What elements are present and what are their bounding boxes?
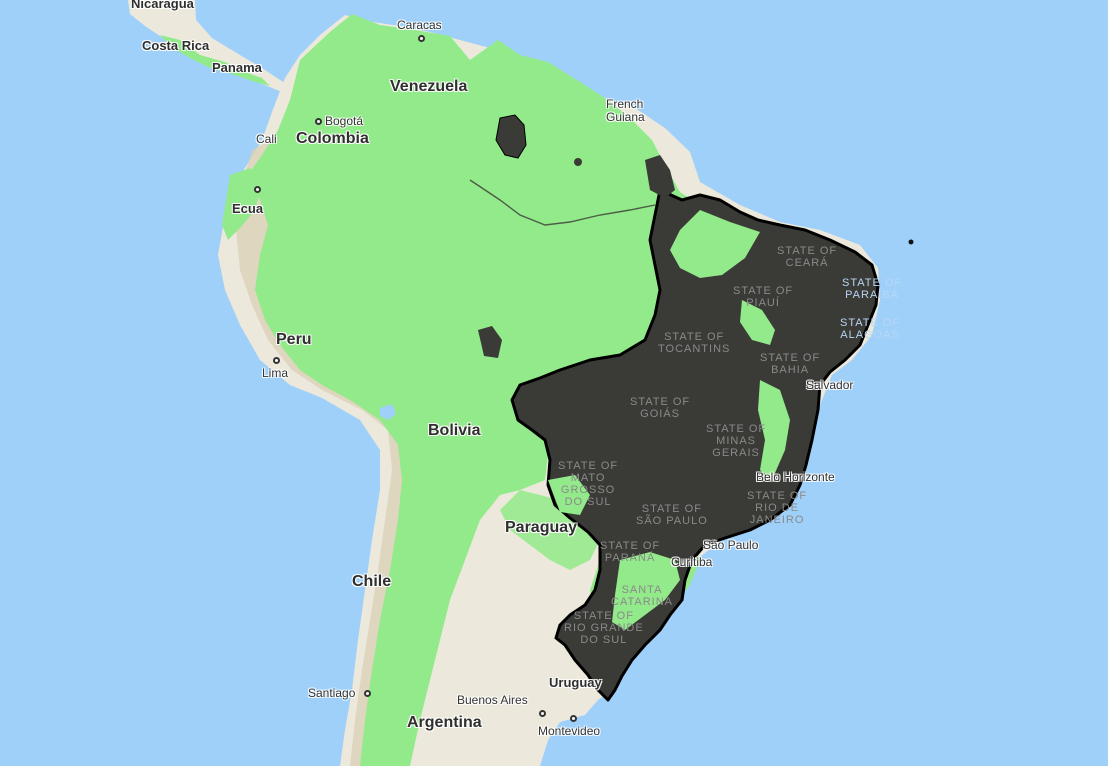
state-label-alagoas: STATE OF ALAGOAS bbox=[840, 317, 901, 341]
state-label-parana: STATE OF PARANÁ bbox=[600, 540, 661, 564]
state-label-minas-gerais: STATE OF MINAS GERAIS bbox=[706, 423, 767, 459]
brazil-green-patch-1 bbox=[670, 210, 760, 278]
country-label-panama: Panama bbox=[212, 60, 262, 75]
country-label-costa-rica: Costa Rica bbox=[142, 38, 210, 53]
country-label-uruguay: Uruguay bbox=[549, 675, 602, 690]
country-label-colombia: Colombia bbox=[296, 130, 369, 147]
city-marker-quito[interactable] bbox=[254, 186, 261, 193]
country-label-french-guiana: French Guiana bbox=[606, 97, 645, 124]
state-label-mato-grosso-do-sul: STATE OF MATO GROSSO DO SUL bbox=[558, 460, 619, 508]
city-label-belo-horizonte: Belo Horizonte bbox=[756, 470, 835, 484]
country-label-peru: Peru bbox=[276, 331, 312, 348]
country-label-venezuela: Venezuela bbox=[390, 78, 468, 95]
city-label-sao-paulo: São Paulo bbox=[703, 538, 759, 552]
city-label-salvador: Salvador bbox=[806, 378, 854, 392]
state-label-ceara: STATE OF CEARÁ bbox=[777, 245, 838, 269]
city-label-caracas: Caracas bbox=[397, 18, 442, 32]
brazil-selected-region bbox=[510, 188, 880, 702]
brazil-green-patch-3 bbox=[758, 380, 790, 480]
amazon-vegetation bbox=[248, 14, 770, 766]
city-marker-santiago[interactable] bbox=[364, 690, 371, 697]
city-marker-bogota[interactable] bbox=[315, 118, 322, 125]
state-label-tocantins: STATE OF TOCANTINS bbox=[658, 331, 731, 355]
central-america-vegetation bbox=[160, 35, 270, 86]
dark-dot-2 bbox=[908, 239, 914, 245]
state-label-santa-catarina: SANTA CATARINA bbox=[611, 584, 673, 608]
city-marker-caracas[interactable] bbox=[418, 35, 425, 42]
state-label-rio-de-janeiro: STATE OF RIO DE JANEIRO bbox=[747, 490, 808, 526]
state-label-rio-grande-do-sul: STATE OF RIO GRANDE DO SUL bbox=[564, 610, 644, 646]
city-label-cali: Cali bbox=[256, 132, 277, 146]
colombia-coast-vegetation bbox=[222, 168, 262, 240]
city-label-lima: Lima bbox=[262, 366, 289, 380]
city-marker-buenos-aires[interactable] bbox=[539, 710, 546, 717]
state-label-sao-paulo: STATE OF SÃO PAULO bbox=[636, 503, 708, 527]
city-marker-montevideo[interactable] bbox=[570, 715, 577, 722]
country-label-bolivia: Bolivia bbox=[428, 422, 481, 439]
state-label-piaui: STATE OF PIAUÍ bbox=[733, 285, 794, 309]
state-label-bahia: STATE OF BAHIA bbox=[760, 352, 821, 376]
country-label-ecuador: Ecua bbox=[232, 201, 264, 216]
amazon-river bbox=[469, 179, 656, 226]
city-label-bogota: Bogotá bbox=[325, 114, 364, 128]
central-america-land bbox=[128, 0, 290, 92]
dark-patch-amapa bbox=[645, 155, 675, 198]
country-label-argentina: Argentina bbox=[407, 714, 482, 731]
brazil-green-patch-5 bbox=[548, 475, 590, 515]
dark-dot-1 bbox=[574, 158, 582, 166]
city-label-curitiba: Curitiba bbox=[671, 555, 713, 569]
country-label-nicaragua: Nicaragua bbox=[131, 0, 194, 11]
dark-patch-central bbox=[478, 326, 502, 358]
city-marker-lima[interactable] bbox=[273, 357, 280, 364]
brazil-green-patch-4 bbox=[612, 552, 680, 630]
city-label-buenos-aires: Buenos Aires bbox=[457, 693, 528, 707]
country-label-chile: Chile bbox=[352, 573, 392, 590]
country-label-paraguay: Paraguay bbox=[505, 519, 578, 536]
city-label-montevideo: Montevideo bbox=[538, 724, 601, 738]
lake-titicaca bbox=[380, 404, 396, 420]
brazil-green-patch-2 bbox=[740, 300, 775, 345]
dark-patch-roraima bbox=[495, 114, 527, 159]
state-label-goias: STATE OF GOIÁS bbox=[630, 396, 691, 420]
city-label-santiago: Santiago bbox=[308, 686, 356, 700]
state-label-paraiba: STATE OF PARAÍBA bbox=[842, 277, 903, 301]
